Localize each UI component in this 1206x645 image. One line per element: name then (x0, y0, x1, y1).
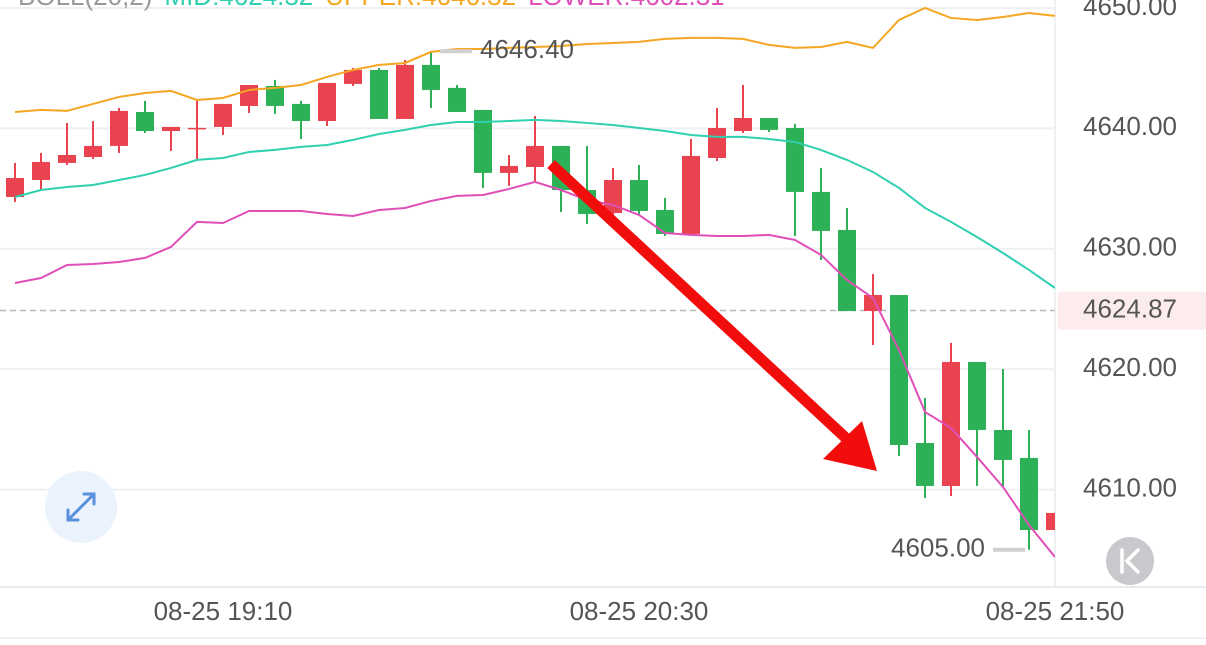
candle-body (422, 64, 440, 90)
candle-body (266, 85, 284, 106)
candle-body (890, 295, 908, 446)
annotation-label: 4605.00 (891, 533, 985, 563)
latest-button[interactable] (1106, 537, 1154, 585)
candle-body (500, 165, 518, 173)
candle-body (526, 145, 544, 168)
y-tick-label: 4630.00 (1083, 232, 1177, 262)
y-tick-label: 4640.00 (1083, 111, 1177, 141)
candle-body (448, 87, 466, 112)
candle-body (838, 229, 856, 312)
candle-body (1020, 457, 1038, 531)
candle-body (240, 85, 258, 106)
x-tick-label: 08-25 21:50 (986, 596, 1125, 626)
trend-arrow-shaft (547, 159, 852, 445)
candle-body (734, 118, 752, 132)
last-price-tag (1058, 291, 1206, 330)
annotation-label: 4646.40 (480, 34, 574, 64)
candle-body (370, 69, 388, 119)
expand-button[interactable] (45, 471, 117, 543)
candle-body (58, 154, 76, 163)
latest-button-bg[interactable] (1106, 537, 1154, 585)
plot-area (0, 6, 1055, 558)
x-tick-label: 08-25 19:10 (154, 596, 293, 626)
boll-line (14, 118, 1055, 289)
indicator-legend: BOLL(20,2) MID:4624.32 UPPER:4646.32 LOWER:… (18, 0, 725, 11)
overlay: 4610.00 4620.00 4630.00 4640.00 4650.00 08-25… (18, 0, 1206, 626)
candle-body (656, 209, 674, 234)
candle-body (214, 103, 232, 127)
trend-arrow-head (823, 421, 877, 471)
legend-entry: UPPER:4646.32 (325, 0, 516, 11)
y-tick-label: 4610.00 (1083, 472, 1177, 502)
latest-icon[interactable] (1120, 548, 1140, 574)
candle-body (994, 429, 1012, 460)
candle-body (630, 180, 648, 211)
legend-entry: MID:4624.32 (164, 0, 313, 11)
candle-body (344, 69, 362, 84)
y-tick-label: 4620.00 (1083, 352, 1177, 382)
candle-body (968, 361, 986, 430)
boll-line (14, 6, 1055, 113)
candle-body (188, 127, 206, 130)
candle-body (84, 145, 102, 158)
candle-body (474, 109, 492, 173)
candle-body (396, 64, 414, 119)
candle-body (1046, 512, 1055, 531)
candle-body (318, 82, 336, 122)
candle-body (292, 103, 310, 122)
candle-body (32, 161, 50, 181)
legend-entry: BOLL(20,2) (18, 0, 152, 11)
candle-body (942, 361, 960, 486)
candle-body (916, 442, 934, 486)
boll-line (14, 180, 1055, 558)
candle-body (682, 155, 700, 234)
candle-body (162, 126, 180, 132)
candle-body (136, 111, 154, 132)
legend-entry: LOWER:4602.31 (528, 0, 725, 11)
last-price-label: 4624.87 (1083, 293, 1177, 323)
candle-body (760, 118, 778, 130)
x-tick-label: 08-25 20:30 (570, 596, 709, 626)
y-tick-label: 4650.00 (1083, 0, 1177, 21)
candle-body (708, 127, 726, 158)
candle-body (110, 110, 128, 146)
expand-icon[interactable] (66, 492, 96, 522)
candle-body (786, 127, 804, 192)
candle-body (812, 191, 830, 231)
candle-body (6, 177, 24, 197)
